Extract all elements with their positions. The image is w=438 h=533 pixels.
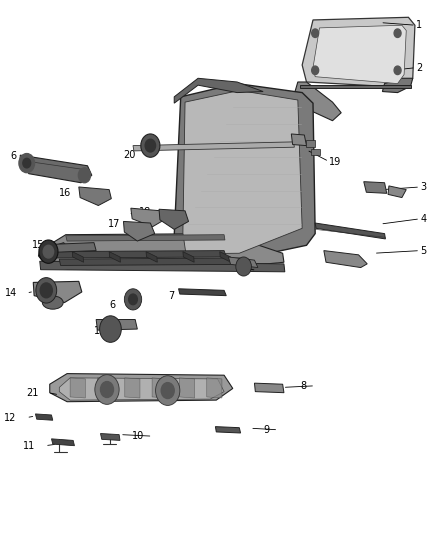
Circle shape: [145, 139, 155, 152]
Text: 6: 6: [11, 151, 17, 161]
Circle shape: [312, 29, 318, 37]
Circle shape: [124, 289, 141, 310]
Text: 12: 12: [4, 413, 17, 423]
Text: 20: 20: [123, 150, 135, 160]
Text: 18: 18: [139, 207, 151, 217]
Polygon shape: [70, 378, 85, 398]
Ellipse shape: [42, 296, 63, 309]
Polygon shape: [168, 84, 315, 261]
Circle shape: [39, 240, 58, 263]
Circle shape: [161, 383, 174, 399]
Text: 6: 6: [242, 265, 248, 275]
Text: 21: 21: [26, 387, 39, 398]
Circle shape: [19, 154, 35, 173]
Polygon shape: [109, 252, 120, 262]
Text: 1: 1: [416, 20, 422, 30]
Circle shape: [78, 168, 91, 183]
Text: 13: 13: [94, 326, 106, 336]
Polygon shape: [96, 319, 138, 330]
Text: 17: 17: [108, 219, 120, 229]
Text: 10: 10: [131, 431, 144, 441]
Polygon shape: [311, 149, 319, 155]
Polygon shape: [364, 182, 387, 193]
Polygon shape: [215, 426, 240, 433]
Polygon shape: [59, 258, 242, 265]
Circle shape: [36, 278, 57, 303]
Circle shape: [95, 375, 119, 405]
Circle shape: [100, 382, 113, 398]
Circle shape: [312, 66, 318, 75]
Polygon shape: [35, 414, 53, 420]
Polygon shape: [146, 252, 157, 262]
Polygon shape: [180, 378, 194, 398]
Polygon shape: [20, 155, 92, 183]
Polygon shape: [229, 257, 258, 268]
Circle shape: [394, 29, 401, 37]
Text: 15: 15: [32, 240, 44, 251]
Text: 4: 4: [420, 214, 426, 224]
Polygon shape: [39, 233, 284, 269]
Text: 19: 19: [329, 157, 341, 166]
Polygon shape: [307, 140, 315, 147]
Polygon shape: [50, 374, 233, 402]
Polygon shape: [55, 243, 96, 252]
Polygon shape: [174, 78, 263, 103]
Polygon shape: [66, 235, 225, 241]
Polygon shape: [97, 378, 113, 398]
Text: 9: 9: [264, 425, 270, 435]
Circle shape: [141, 134, 160, 157]
Polygon shape: [152, 378, 167, 398]
Circle shape: [129, 294, 138, 305]
Polygon shape: [313, 25, 406, 84]
Polygon shape: [100, 433, 120, 440]
Circle shape: [40, 283, 53, 298]
Polygon shape: [40, 243, 67, 254]
Polygon shape: [125, 378, 140, 398]
Text: 3: 3: [420, 182, 426, 192]
Text: 11: 11: [23, 441, 35, 451]
Polygon shape: [124, 221, 155, 241]
Polygon shape: [207, 378, 222, 398]
Polygon shape: [254, 383, 284, 393]
Polygon shape: [131, 208, 164, 227]
Polygon shape: [52, 439, 74, 446]
Circle shape: [23, 158, 31, 168]
Polygon shape: [40, 261, 285, 272]
Polygon shape: [179, 289, 226, 296]
Circle shape: [236, 257, 251, 276]
Polygon shape: [33, 281, 82, 303]
Polygon shape: [315, 223, 385, 239]
Polygon shape: [291, 134, 307, 146]
Polygon shape: [220, 252, 231, 262]
Text: 2: 2: [416, 63, 422, 72]
Text: 8: 8: [300, 381, 307, 391]
Circle shape: [155, 376, 180, 406]
Circle shape: [394, 66, 401, 75]
Polygon shape: [382, 78, 413, 93]
Polygon shape: [43, 251, 226, 258]
Text: 5: 5: [420, 246, 426, 256]
Polygon shape: [183, 252, 194, 262]
Polygon shape: [302, 17, 415, 87]
Polygon shape: [159, 209, 188, 229]
Circle shape: [99, 316, 121, 342]
Polygon shape: [72, 252, 84, 262]
Text: 14: 14: [4, 288, 17, 298]
Polygon shape: [183, 91, 302, 254]
Polygon shape: [300, 85, 410, 88]
Text: 7: 7: [168, 290, 174, 301]
Polygon shape: [133, 142, 294, 151]
Polygon shape: [388, 186, 406, 198]
Polygon shape: [324, 251, 367, 268]
Polygon shape: [59, 378, 224, 400]
Circle shape: [43, 245, 53, 258]
Polygon shape: [79, 187, 111, 206]
Text: 6: 6: [110, 300, 116, 310]
Polygon shape: [293, 82, 341, 120]
Text: 16: 16: [59, 188, 71, 198]
